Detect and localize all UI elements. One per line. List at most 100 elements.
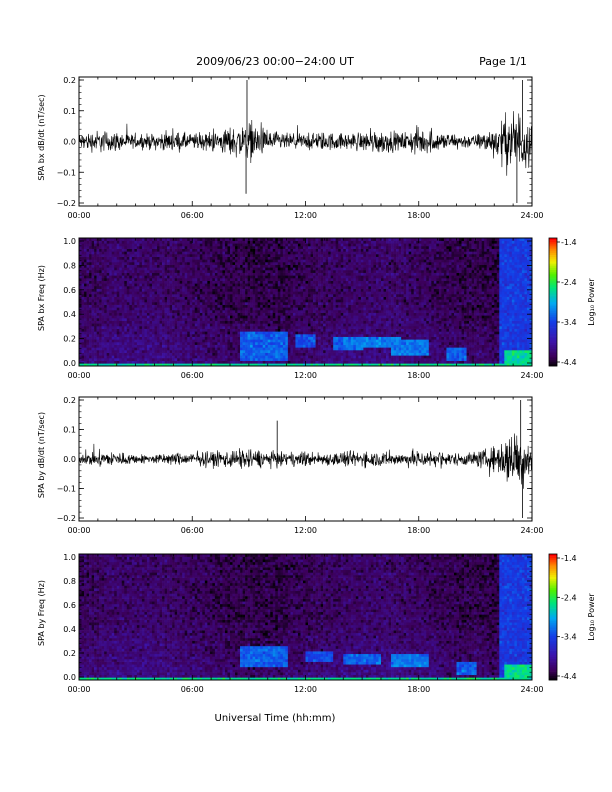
spectrogram-cell [219,275,223,279]
spectrogram-cell [308,267,311,271]
spectrogram-cell [119,328,123,332]
spectrogram-cell [202,283,206,287]
spectrogram-cell [227,320,231,324]
spectrogram-cell [139,238,143,241]
spectrogram-cell [257,344,261,348]
spectrogram-cell [275,363,279,367]
spectrogram-cell [257,251,261,255]
spectrogram-cell [134,294,138,297]
spectrogram-cell [179,331,183,335]
spectrogram-cell [330,240,334,244]
spectrogram-cell [169,272,173,276]
spectrogram-cell [255,280,258,284]
spectrogram-cell [136,328,140,332]
spectrogram-cell [91,291,95,295]
spectrogram-cell [209,360,213,364]
spectrogram-cell [230,355,233,359]
spectrogram-cell [260,243,264,247]
spectrogram-cell [187,262,191,265]
spectrogram-cell [202,339,206,343]
spectrogram-cell [262,259,266,263]
spectrogram-cell [84,323,87,327]
spectrogram-cell [305,264,309,268]
spectrogram-cell [255,259,258,263]
spectrogram-cell [219,336,223,340]
spectrogram-cell [302,358,306,361]
spectrogram-cell [89,264,92,268]
spectrogram-cell [257,352,261,356]
spectrogram-cell [247,342,251,345]
spectrogram-cell [189,246,193,249]
spectrogram-cell [242,331,246,335]
spectrogram-cell [320,294,324,297]
spectrogram-cell [297,240,301,244]
spectrogram-cell [207,331,211,335]
spectrogram-cell [325,246,329,249]
spectrogram-cell [194,240,198,244]
spectrogram-cell [313,288,316,292]
spectrogram-cell [197,350,201,353]
spectrogram-cell [189,318,193,321]
spectrogram-cell [192,243,196,247]
spectrogram-cell [224,339,228,343]
spectrogram-cell [209,304,213,308]
spectrogram-cell [79,267,82,271]
spectrogram-cell [277,280,281,284]
spectrogram-cell [310,278,314,281]
spectrogram-cell [136,331,140,335]
spectrogram-cell [204,307,208,311]
spectrogram-cell [79,238,82,241]
spectrogram-cell [330,294,334,297]
spectrogram-cell [240,267,243,271]
spectrogram-cell [109,270,113,273]
spectrogram-cell [179,256,183,260]
spectrogram-cell [187,254,191,257]
spectrogram-cell [86,307,90,311]
spectrogram-cell [119,259,123,263]
spectrogram-cell [235,256,238,260]
spectrogram-cell [139,339,143,343]
spectrogram-cell [313,310,316,313]
spectrogram-cell [313,278,316,281]
spectrogram-cell [94,246,97,249]
spectrogram-cell [184,294,188,297]
spectrogram-cell [167,278,170,281]
spectrogram-cell [86,254,90,257]
spectrogram-cell [262,296,266,300]
spectrogram-cell [290,355,294,359]
spectrogram-cell [81,315,85,319]
spectrogram-cell [280,344,284,348]
spectrogram-cell [267,251,271,255]
spectrogram-cell [297,326,301,329]
spectrogram-cell [116,342,120,345]
spectrogram-cell [325,251,329,255]
spectrogram-cell [124,294,128,297]
spectrogram-cell [109,272,113,276]
spectrogram-cell [182,264,185,268]
spectrogram-cell [272,323,276,327]
spectrogram-cell [199,304,203,308]
spectrogram-cell [252,264,256,268]
spectrogram-cell [169,334,173,337]
spectrogram-cell [222,331,226,335]
spectrogram-cell [151,291,155,295]
spectrogram-cell [172,296,175,300]
spectrogram-cell [282,248,286,252]
spectrogram-cell [99,251,102,255]
spectrogram-cell [116,259,120,263]
spectrogram-cell [111,275,115,279]
spectrogram-cell [89,347,92,351]
spectrogram-cell [146,251,150,255]
spectrogram-cell [86,283,90,287]
spectrogram-cell [204,328,208,332]
spectrogram-cell [106,246,110,249]
spectrogram-cell [250,238,253,241]
spectrogram-cell [272,283,276,287]
spectrogram-cell [300,251,304,255]
x-tick-label: 06:00 [181,211,204,220]
spectrogram-cell [282,347,286,351]
spectrogram-cell [121,272,125,276]
spectrogram-cell [320,355,324,359]
spectrogram-cell [151,240,155,244]
spectrogram-cell [265,286,269,289]
